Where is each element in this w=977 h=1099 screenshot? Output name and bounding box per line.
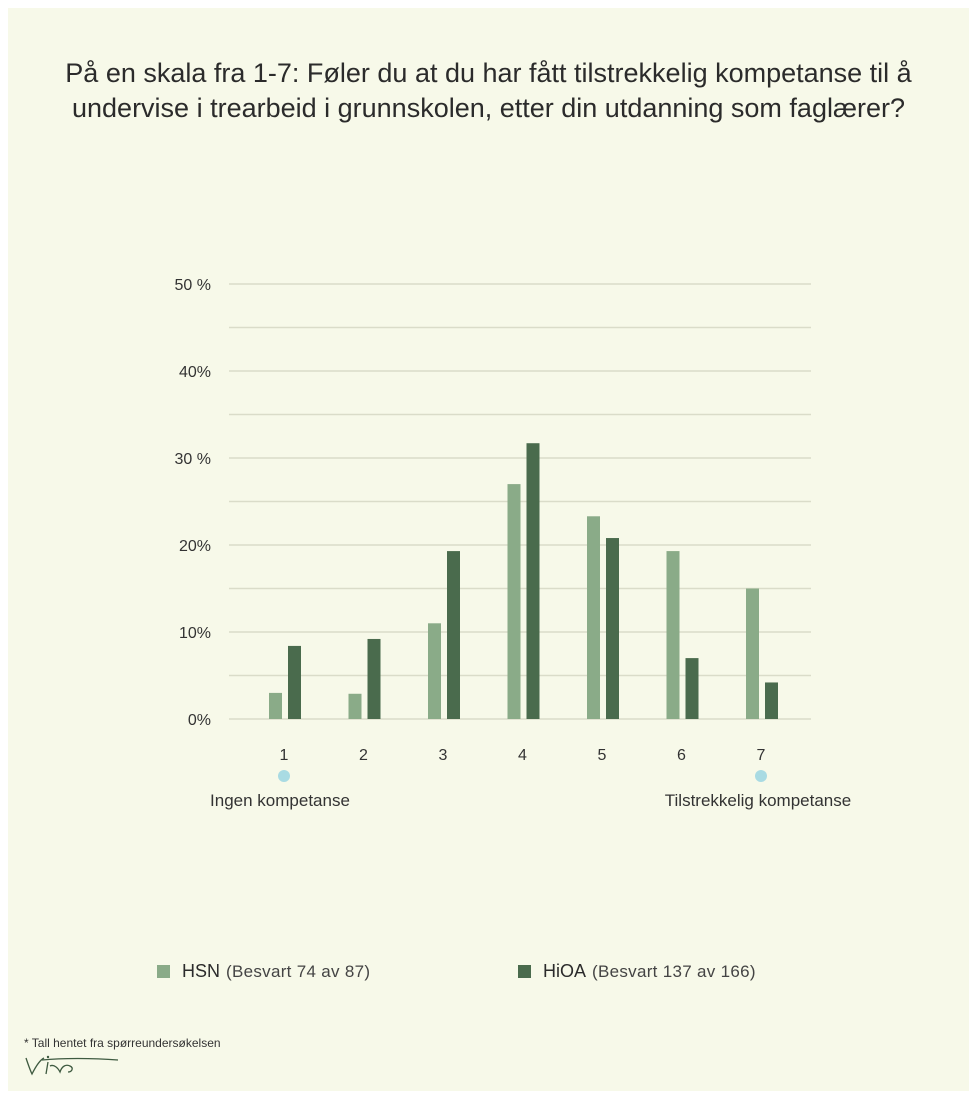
bar-hsn-6 [666, 551, 680, 719]
bar-hioa-6 [685, 658, 699, 719]
signature-logo [25, 1055, 119, 1076]
legend-note-hsn: (Besvart 74 av 87) [226, 961, 371, 981]
x-tick-label: 6 [677, 747, 686, 764]
bar-hioa-5 [606, 538, 619, 719]
bar-hsn-5 [587, 516, 600, 719]
bar-hsn-1 [269, 692, 282, 719]
y-tick-label: 50 % [175, 277, 211, 294]
bar-hioa-7 [765, 682, 778, 719]
x-axis-ticks: 1 2 3 4 5 6 7 [280, 747, 766, 764]
y-axis-ticks: 0% 10% 20% 30 % 40% 50 % [175, 277, 211, 729]
x-tick-label: 4 [518, 747, 527, 764]
y-tick-label: 10% [179, 625, 211, 642]
bar-hioa-3 [447, 551, 460, 719]
bar-hsn-4 [507, 484, 521, 719]
bar-hioa-4 [526, 443, 540, 719]
x-tick-label: 7 [757, 747, 766, 764]
legend-swatch-hioa [518, 965, 531, 978]
bar-hsn-3 [428, 623, 441, 719]
bar-hsn-7 [746, 588, 759, 719]
bar-hioa-2 [367, 638, 381, 719]
page-background [8, 8, 969, 1091]
y-tick-label: 20% [179, 538, 211, 555]
scale-markers: Ingen kompetanse Tilstrekkelig kompetans… [210, 770, 851, 810]
scale-high-label: Tilstrekkelig kompetanse [665, 791, 851, 810]
chart-title: På en skala fra 1-7: Føler du at du har … [65, 58, 912, 123]
footnote: * Tall hentet fra spørreundersøkelsen [24, 1036, 221, 1050]
scale-low-label: Ingen kompetanse [210, 791, 350, 810]
bar-hioa-1 [288, 645, 301, 719]
scale-low-marker [278, 770, 290, 782]
y-tick-label: 0% [188, 712, 211, 729]
legend-item-hsn: HSN (Besvart 74 av 87) [157, 961, 370, 982]
legend-name-hioa: HiOA [543, 961, 587, 981]
x-tick-label: 2 [359, 747, 368, 764]
scale-high-marker [755, 770, 767, 782]
bars [269, 443, 778, 719]
legend-name-hsn: HSN [182, 961, 221, 981]
legend-item-hioa: HiOA (Besvart 137 av 166) [518, 961, 756, 982]
y-tick-label: 30 % [175, 451, 211, 468]
x-tick-label: 1 [280, 747, 289, 764]
x-tick-label: 3 [439, 747, 448, 764]
y-tick-label: 40% [179, 364, 211, 381]
legend-note-hioa: (Besvart 137 av 166) [592, 961, 756, 981]
bar-hsn-2 [348, 693, 362, 719]
legend-swatch-hsn [157, 965, 170, 978]
x-tick-label: 5 [598, 747, 607, 764]
